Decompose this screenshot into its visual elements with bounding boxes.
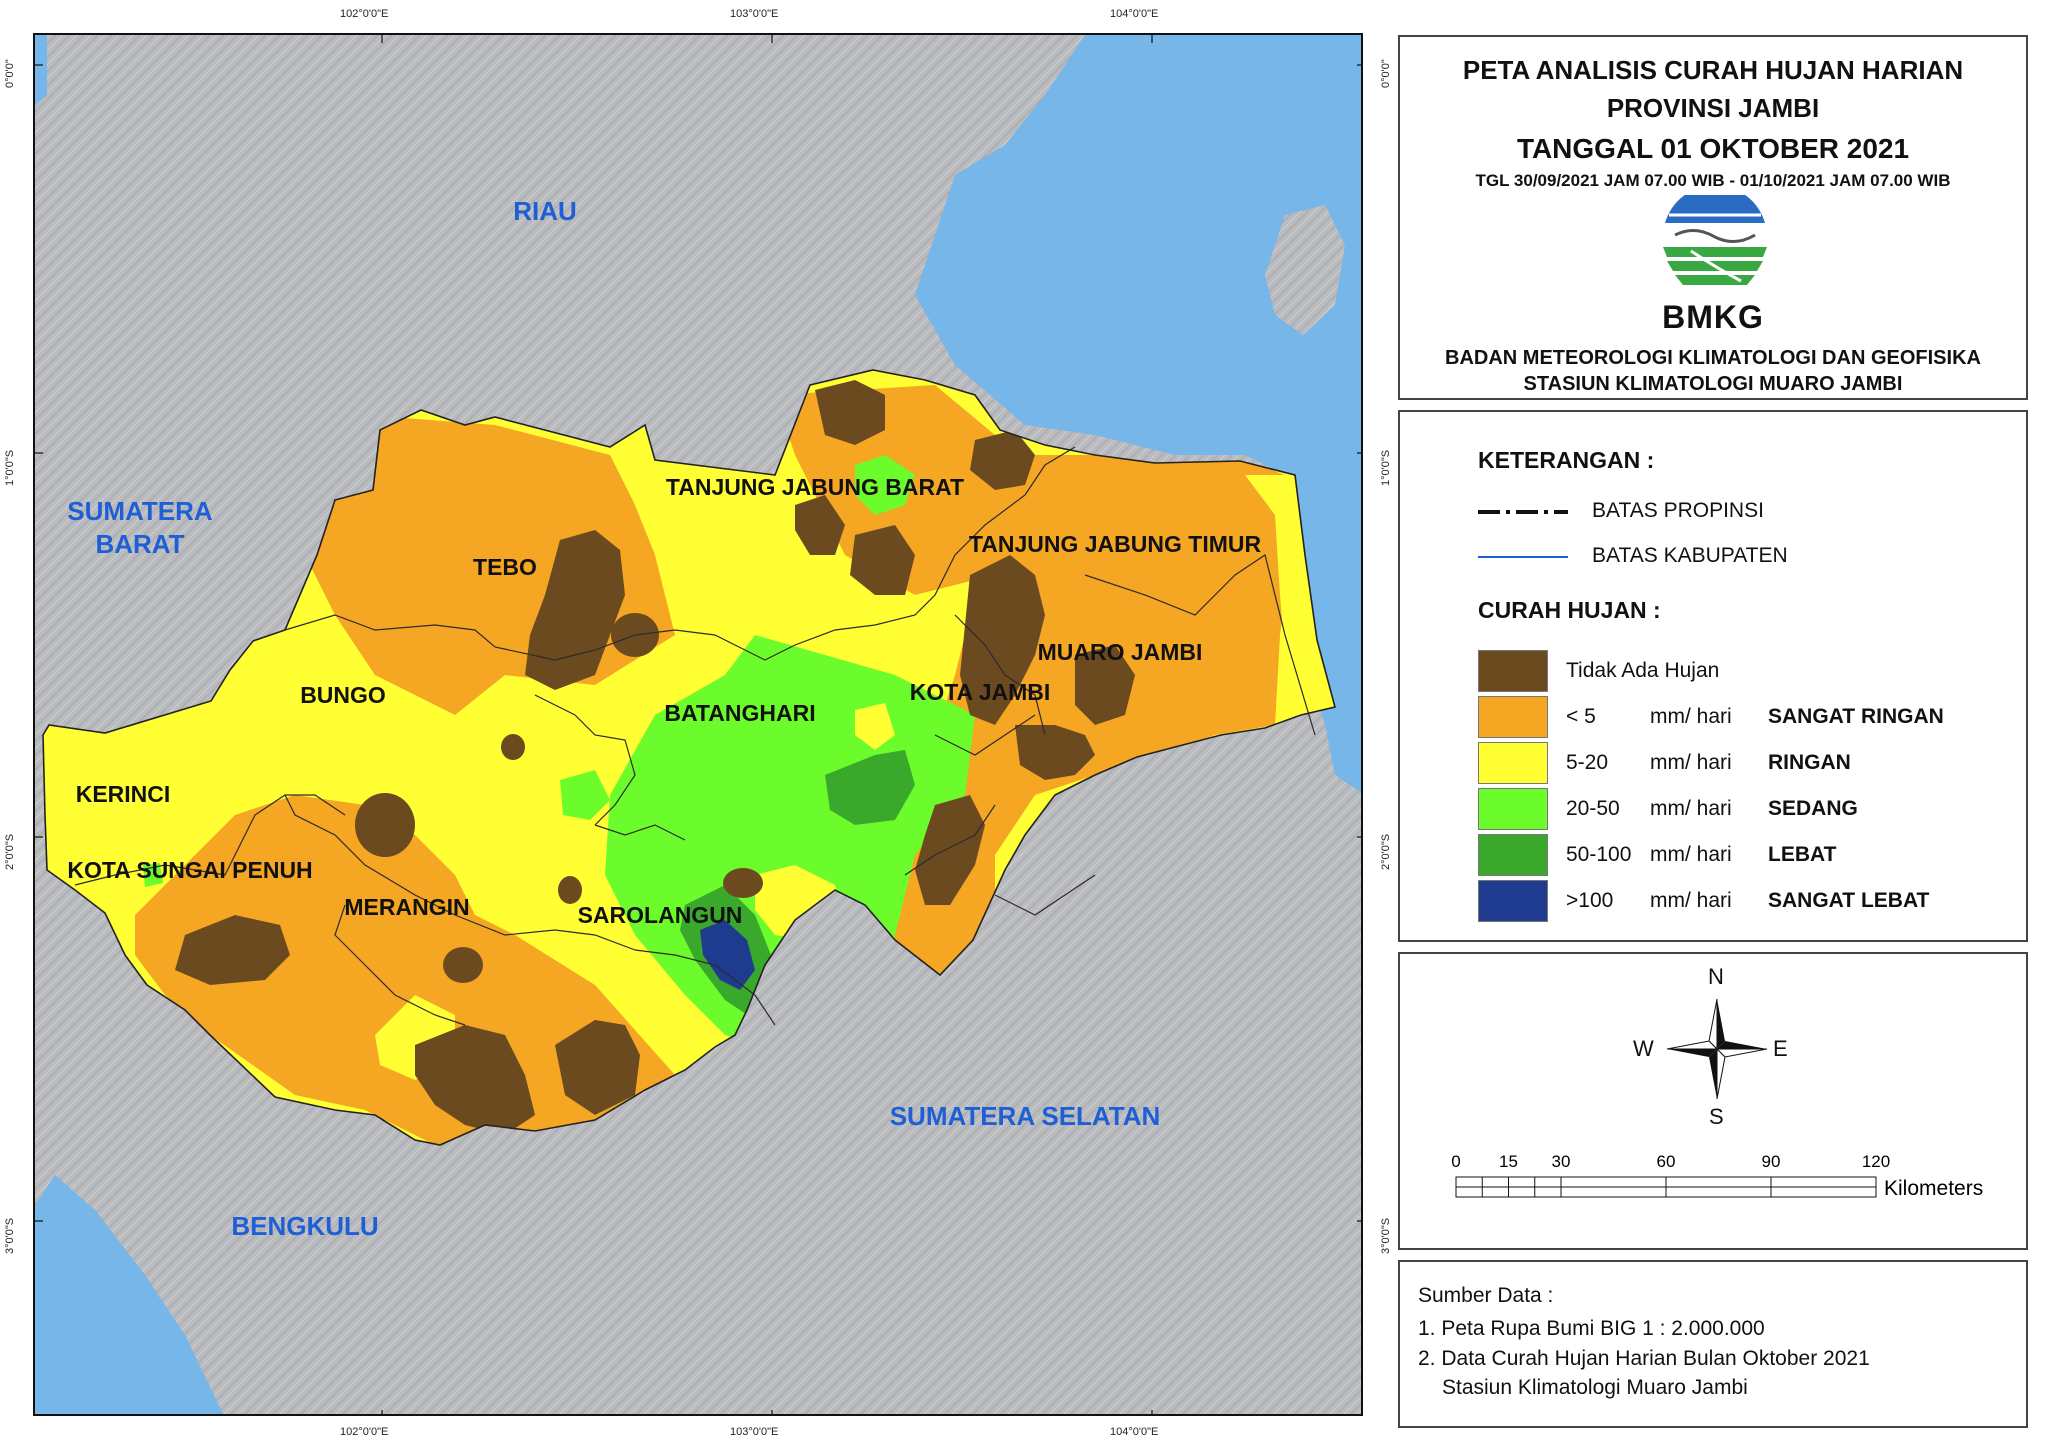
- scale-tick-label: 60: [1657, 1152, 1676, 1171]
- label-kerinci: KERINCI: [76, 781, 171, 807]
- scale-bar: 0 15 30 60 90 120 Kilometers: [1448, 1149, 2008, 1209]
- scale-bar-graphic: 0 15 30 60 90 120 Kilometers: [1451, 1152, 1983, 1200]
- legend-swatch: [1478, 788, 1548, 830]
- legend-panel: KETERANGAN : BATAS PROPINSI BATAS KABUPA…: [1398, 410, 2028, 942]
- label-riau: RIAU: [513, 196, 577, 226]
- coast-north: [35, 35, 47, 105]
- legend-unit: mm/ hari: [1650, 751, 1732, 774]
- scale-tick-label: 90: [1762, 1152, 1781, 1171]
- source-heading: Sumber Data :: [1418, 1284, 1554, 1307]
- legend-range: 50-100: [1566, 843, 1632, 866]
- lon-label-top-104: 104°0'0"E: [1110, 8, 1159, 20]
- org-name-line2: STASIUN KLIMATOLOGI MUARO JAMBI: [1523, 373, 1903, 395]
- legend-kabupaten-label: BATAS KABUPATEN: [1592, 544, 1788, 567]
- legend-swatch: [1478, 696, 1548, 738]
- scale-tick-label: 15: [1499, 1152, 1518, 1171]
- legend-unit: mm/ hari: [1650, 843, 1732, 866]
- legend-category: RINGAN: [1768, 751, 1851, 774]
- title-panel: PETA ANALISIS CURAH HUJAN HARIAN PROVINS…: [1398, 35, 2028, 400]
- legend-range: < 5: [1566, 705, 1596, 728]
- legend-range: 20-50: [1566, 797, 1620, 820]
- label-merangin: MERANGIN: [344, 894, 469, 920]
- rain-heading: CURAH HUJAN :: [1478, 597, 1661, 623]
- source-panel: Sumber Data : 1. Peta Rupa Bumi BIG 1 : …: [1398, 1260, 2028, 1428]
- lon-label-top-103: 103°0'0"E: [730, 8, 779, 20]
- label-bengkulu: BENGKULU: [231, 1211, 378, 1241]
- label-sumatera-barat-1: SUMATERA: [67, 496, 213, 526]
- legend-category: SEDANG: [1768, 797, 1858, 820]
- province-boundary: [42, 369, 1336, 1146]
- lon-label-bottom-104: 104°0'0"E: [1110, 1426, 1159, 1438]
- compass-scale-panel: N S W E 0 15 30 60 90 120 Kilometers: [1398, 952, 2028, 1250]
- bmkg-wordmark: BMKG: [1662, 299, 1764, 335]
- label-kota-sungai-penuh: KOTA SUNGAI PENUH: [67, 857, 312, 883]
- source-item-2: 2. Data Curah Hujan Harian Bulan Oktober…: [1418, 1347, 1870, 1370]
- lon-label-bottom-103: 103°0'0"E: [730, 1426, 779, 1438]
- map-title-line3: TANGGAL 01 OKTOBER 2021: [1516, 133, 1910, 164]
- label-sumatera-selatan: SUMATERA SELATAN: [890, 1101, 1161, 1131]
- kabupaten-boundaries: [74, 446, 1316, 1026]
- label-sarolangun: SAROLANGUN: [578, 902, 743, 928]
- scale-unit: Kilometers: [1884, 1177, 1983, 1200]
- bmkg-logo: [1663, 195, 1767, 285]
- legend-category: SANGAT LEBAT: [1768, 889, 1930, 912]
- map-canvas: RIAU SUMATERA BARAT SUMATERA SELATAN BEN…: [35, 35, 1361, 1414]
- north-arrow-icon: [1666, 998, 1768, 1100]
- legend-heading: KETERANGAN :: [1478, 447, 1655, 473]
- legend-range: Tidak Ada Hujan: [1566, 659, 1720, 682]
- sea-north-east: [915, 35, 1361, 793]
- label-tebo: TEBO: [473, 554, 537, 580]
- legend-unit: mm/ hari: [1650, 797, 1732, 820]
- lat-label-right-2: 2°0'0"S: [1380, 833, 1392, 870]
- kabupaten-line-sample: [1478, 556, 1568, 558]
- lon-label-top-102: 102°0'0"E: [340, 8, 389, 20]
- map-title-line1: PETA ANALISIS CURAH HUJAN HARIAN: [1462, 55, 1964, 85]
- org-name-line1: BADAN METEOROLOGI KLIMATOLOGI DAN GEOFIS…: [1445, 347, 1981, 369]
- lon-label-bottom-102: 102°0'0"E: [340, 1426, 389, 1438]
- source-item-1: 1. Peta Rupa Bumi BIG 1 : 2.000.000: [1418, 1317, 1765, 1340]
- lat-label-left-3: 3°0'0"S: [4, 1217, 16, 1254]
- label-kota-jambi: KOTA JAMBI: [910, 679, 1051, 705]
- legend-category: SANGAT RINGAN: [1768, 705, 1944, 728]
- lat-label-left-1: 1°0'0"S: [4, 449, 16, 486]
- lat-label-left-2: 2°0'0"S: [4, 833, 16, 870]
- lat-label-left-0: 0°0'0": [4, 59, 16, 88]
- source-item-3: Stasiun Klimatologi Muaro Jambi: [1442, 1376, 1748, 1399]
- legend-swatch: [1478, 880, 1548, 922]
- label-muaro-jambi: MUARO JAMBI: [1038, 639, 1203, 665]
- legend-range: >100: [1566, 889, 1614, 912]
- island-east: [1265, 205, 1345, 335]
- label-tanjung-jabung-timur: TANJUNG JABUNG TIMUR: [969, 531, 1262, 557]
- compass-e: E: [1773, 1036, 1788, 1061]
- legend-range: 5-20: [1566, 751, 1609, 774]
- lat-label-right-1: 1°0'0"S: [1380, 449, 1392, 486]
- rainfall-map: RIAU SUMATERA BARAT SUMATERA SELATAN BEN…: [33, 33, 1363, 1416]
- sea-south-west: [35, 1175, 224, 1414]
- label-tanjung-jabung-barat: TANJUNG JABUNG BARAT: [666, 474, 964, 500]
- province-line-sample: [1478, 510, 1568, 514]
- lat-label-right-3: 3°0'0"S: [1380, 1217, 1392, 1254]
- compass-w: W: [1633, 1036, 1654, 1061]
- label-batanghari: BATANGHARI: [664, 700, 815, 726]
- label-sumatera-barat-2: BARAT: [95, 529, 184, 559]
- scale-tick-label: 120: [1862, 1152, 1890, 1171]
- legend-category: LEBAT: [1768, 843, 1837, 866]
- map-period: TGL 30/09/2021 JAM 07.00 WIB - 01/10/202…: [1475, 171, 1951, 190]
- compass-n: N: [1708, 964, 1724, 989]
- legend-swatch: [1478, 834, 1548, 876]
- scale-tick-label: 30: [1552, 1152, 1571, 1171]
- label-bungo: BUNGO: [300, 682, 386, 708]
- legend-unit: mm/ hari: [1650, 705, 1732, 728]
- lat-label-right-0: 0°0'0": [1380, 59, 1392, 88]
- legend-unit: mm/ hari: [1650, 889, 1732, 912]
- legend-province-label: BATAS PROPINSI: [1592, 499, 1764, 522]
- scale-tick-label: 0: [1451, 1152, 1460, 1171]
- legend-swatch: [1478, 650, 1548, 692]
- map-title-line2: PROVINSI JAMBI: [1606, 93, 1820, 123]
- compass-s: S: [1709, 1104, 1724, 1129]
- legend-swatch: [1478, 742, 1548, 784]
